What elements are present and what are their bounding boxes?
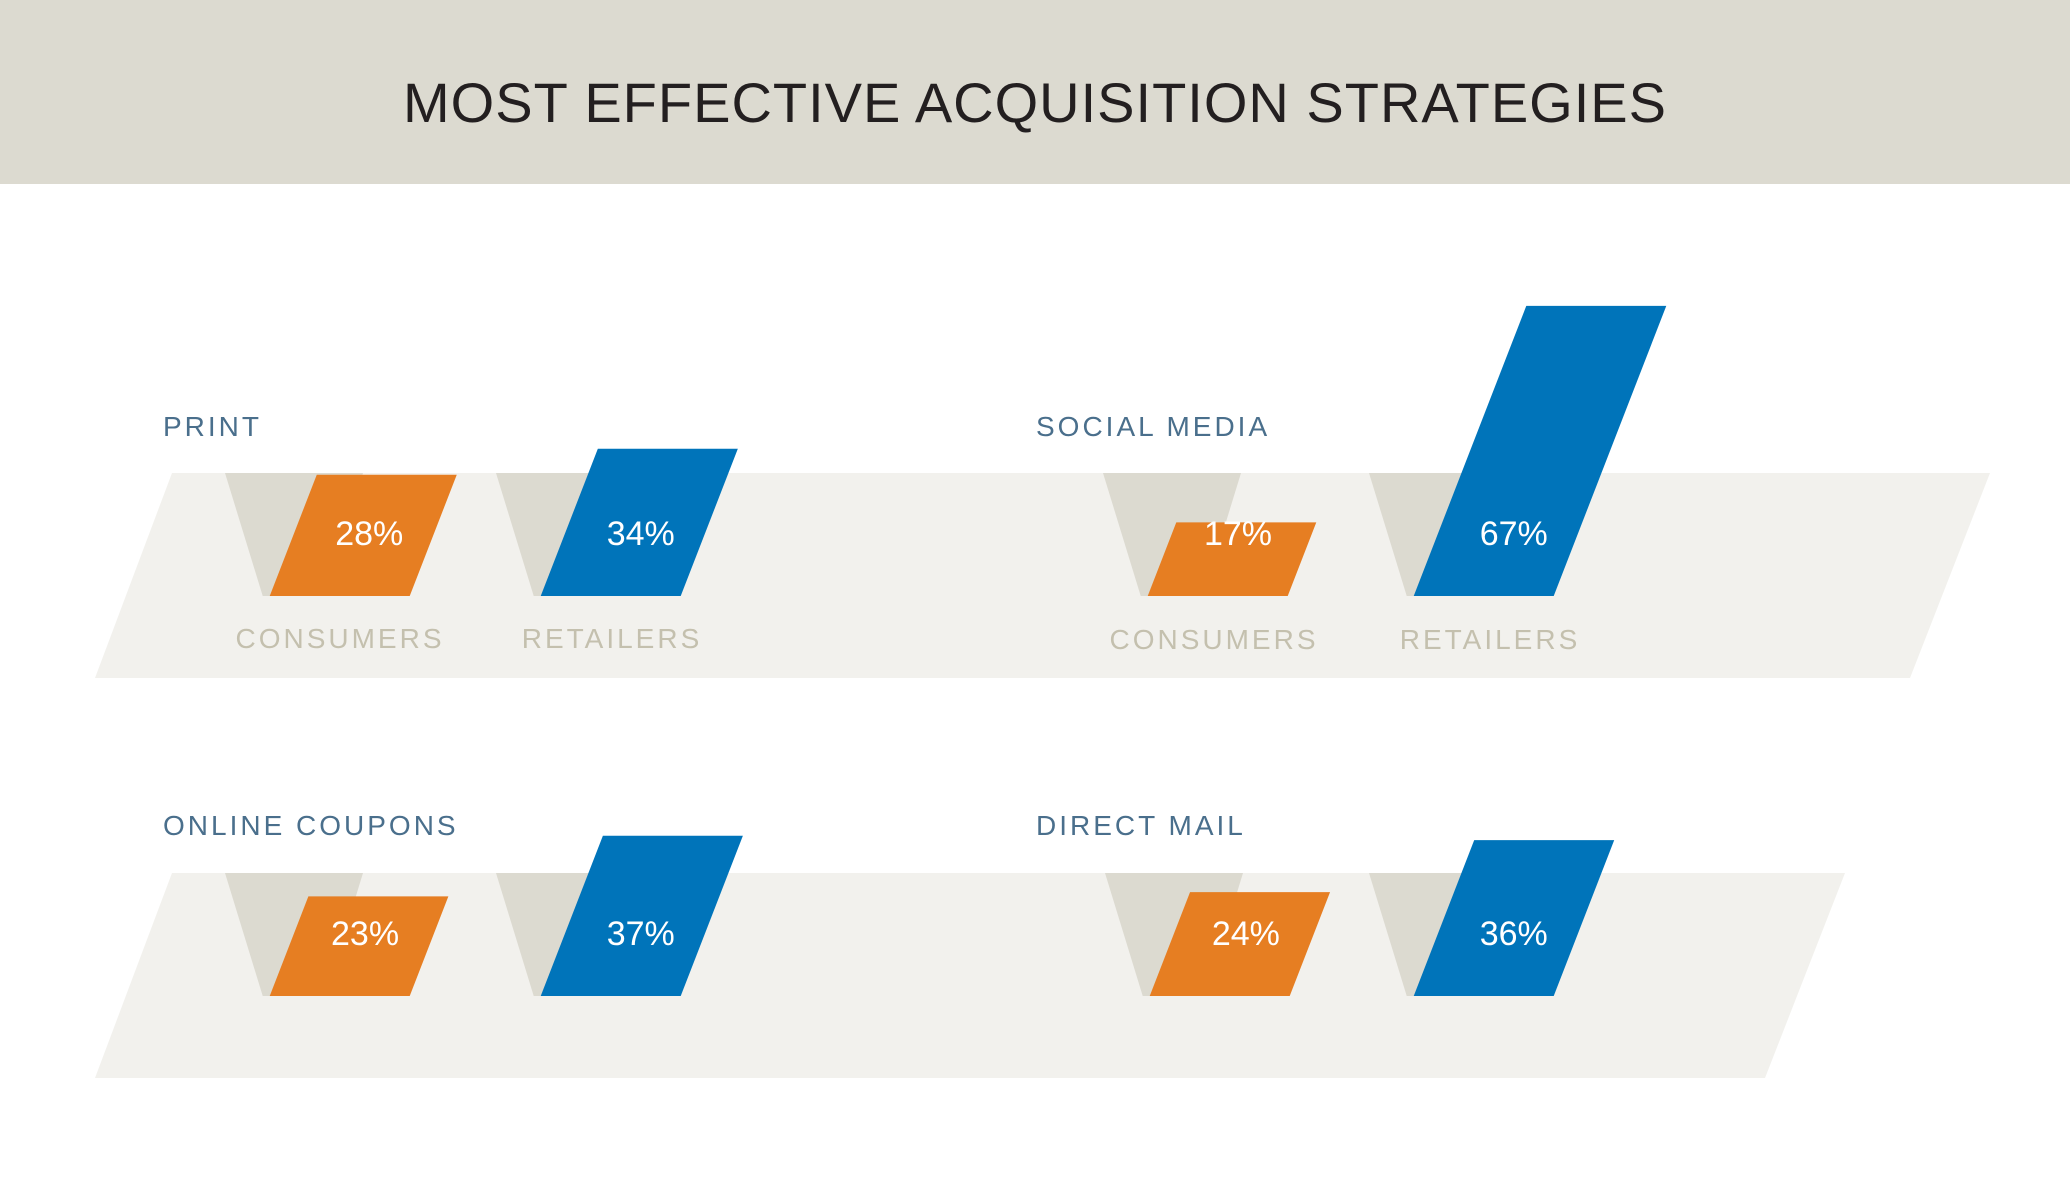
series-label: RETAILERS: [1400, 624, 1581, 655]
category-label: DIRECT MAIL: [1036, 810, 1246, 841]
value-label: 17%: [1204, 515, 1272, 553]
value-label: 28%: [335, 515, 403, 553]
consumers-bar: [1147, 522, 1317, 596]
value-label: 67%: [1480, 515, 1548, 553]
consumers-bar: [269, 896, 449, 996]
header-band: [0, 0, 2070, 184]
retailers-bar: [540, 448, 738, 596]
series-label: CONSUMERS: [235, 623, 444, 654]
category-label: PRINT: [163, 411, 262, 442]
series-label: RETAILERS: [522, 623, 703, 654]
retailers-bar: [540, 835, 743, 996]
consumers-bar: [269, 474, 457, 596]
value-label: 23%: [331, 915, 399, 953]
consumers-bar: [1149, 892, 1331, 996]
retailers-bar: [1413, 305, 1667, 596]
value-label: 34%: [607, 515, 675, 553]
panel-social-media: SOCIAL MEDIA 17% 67% CONSUMERS RETAILERS: [1036, 305, 1667, 655]
category-label: SOCIAL MEDIA: [1036, 411, 1270, 442]
chart-title: MOST EFFECTIVE ACQUISITION STRATEGIES: [403, 71, 1667, 134]
value-label: 24%: [1212, 915, 1280, 953]
value-label: 37%: [607, 915, 675, 953]
category-label: ONLINE COUPONS: [163, 810, 459, 841]
series-label: CONSUMERS: [1109, 624, 1318, 655]
panel-print: PRINT 28% 34% CONSUMERS RETAILERS: [95, 411, 1990, 678]
retailers-bar: [1413, 840, 1615, 996]
value-label: 36%: [1480, 915, 1548, 953]
panel-direct-mail: DIRECT MAIL 24% 36%: [1036, 810, 1615, 996]
